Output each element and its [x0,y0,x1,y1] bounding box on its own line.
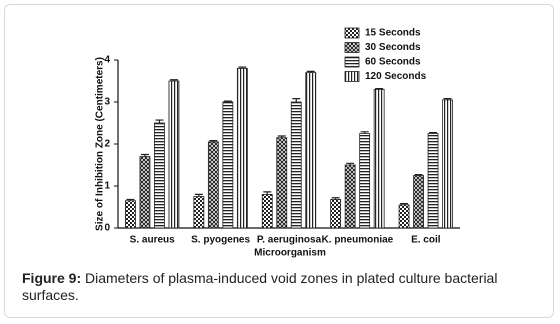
bar [125,200,136,229]
y-tick-label: 3 [104,97,110,108]
x-tick-label: S. pyogenes [191,235,250,246]
bar [344,164,356,229]
bar [236,68,248,229]
error-bar [429,132,438,134]
bar [330,199,342,229]
error-bar [209,140,218,142]
bar [154,122,165,229]
x-tick-label: K. pneumoniae [322,235,394,246]
error-bar [400,203,409,205]
x-tick-label: P. aeruginosa [257,235,322,246]
bar [373,89,385,229]
bar [305,72,317,229]
error-bar [306,70,315,73]
legend-swatch [344,27,360,39]
bar [442,99,453,229]
bar [290,101,302,229]
x-tick-label: S. aureus [130,235,175,246]
bar [398,204,410,229]
y-tick-label: 0 [104,223,110,234]
bar [261,193,273,229]
bar [427,133,439,229]
y-axis-label: Size of Inhibition Zone (Centimeters) [95,57,106,231]
bar [276,137,288,229]
caption: Figure 9: Diameters of plasma-induced vo… [22,270,547,304]
legend-label: 120 Seconds [365,71,427,82]
y-tick-label: 1 [104,181,110,192]
caption-text: Diameters of plasma-induced void zones i… [22,270,498,303]
legend-swatch [344,56,360,68]
error-bar [126,198,135,201]
y-tick-label: 4 [104,55,110,66]
error-bar [331,197,340,200]
legend-swatch [344,42,360,53]
error-bar [238,66,247,69]
error-bar [155,119,164,123]
error-bar [375,87,384,90]
legend-label: 30 Seconds [365,42,421,53]
bar [207,141,219,229]
error-bar [414,174,423,176]
y-tick-label: 2 [104,139,110,150]
x-tick-label: E. coil [411,235,441,246]
error-bar [346,162,355,165]
legend-swatch [344,71,360,82]
caption-label: Figure 9: [22,270,82,286]
legend-label: 60 Seconds [365,57,421,68]
error-bar [443,98,452,100]
bar [139,156,151,229]
error-bar [169,79,178,81]
bar [168,80,180,229]
bar [413,175,424,229]
figure-frame [4,4,554,318]
bar [359,133,371,229]
bar [193,196,205,229]
error-bar [277,135,286,138]
bar [222,101,234,229]
error-bar [292,98,301,102]
error-bar [360,131,369,134]
error-bar [223,100,232,102]
error-bar [194,193,203,197]
legend-label: 15 Seconds [365,28,421,39]
x-axis-label: Microorganism [254,248,326,259]
error-bar [140,153,149,157]
error-bar [263,191,272,195]
